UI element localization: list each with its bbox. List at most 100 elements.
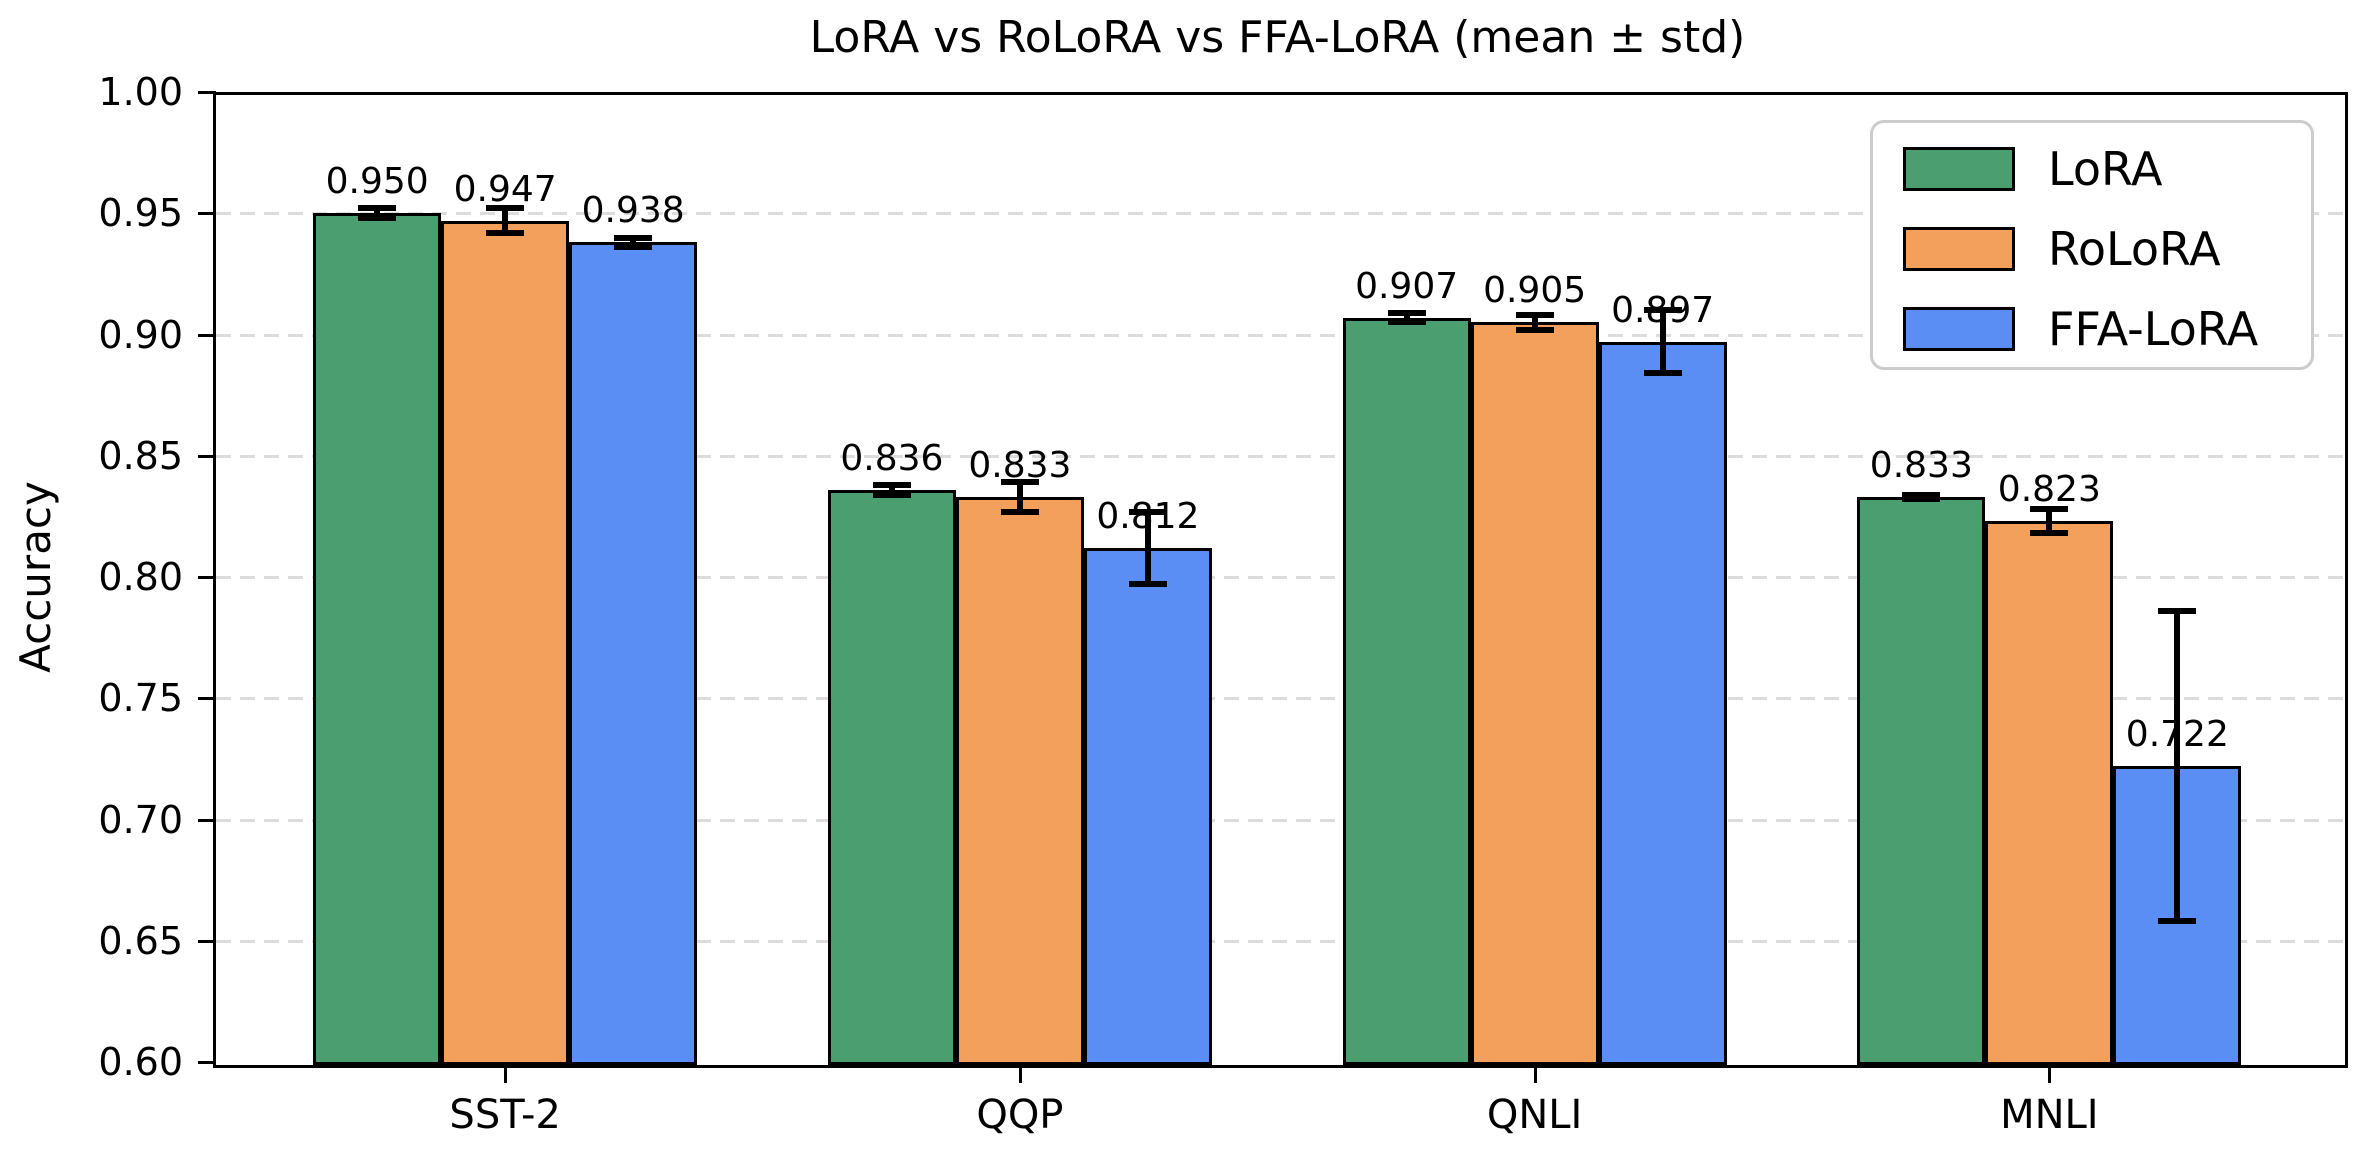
error-cap-top-LoRA-QNLI bbox=[1387, 309, 1426, 316]
error-bar-FFA-LoRA-QQP bbox=[1144, 511, 1151, 585]
bar-RoLoRA-SST-2 bbox=[441, 220, 570, 1065]
error-bar-LoRA-QQP bbox=[888, 484, 895, 495]
y-tick-label-0.85: 0.85 bbox=[98, 433, 183, 478]
legend-label-LoRA: LoRA bbox=[2048, 142, 2163, 196]
error-cap-top-LoRA-MNLI bbox=[1902, 491, 1941, 498]
error-cap-bottom-RoLoRA-QQP bbox=[1000, 508, 1039, 515]
gridline-0.70 bbox=[216, 818, 2345, 822]
bar-RoLoRA-QNLI bbox=[1470, 322, 1599, 1065]
error-cap-bottom-LoRA-QQP bbox=[872, 491, 911, 498]
error-cap-top-LoRA-QQP bbox=[872, 481, 911, 488]
gridline-0.75 bbox=[216, 697, 2345, 701]
legend-label-RoLoRA: RoLoRA bbox=[2048, 222, 2221, 276]
x-tick-label-QQP: QQP bbox=[976, 1092, 1064, 1138]
error-cap-bottom-FFA-LoRA-MNLI bbox=[2158, 918, 2197, 925]
error-bar-LoRA-QNLI bbox=[1403, 312, 1410, 323]
error-cap-bottom-FFA-LoRA-QNLI bbox=[1643, 370, 1682, 377]
error-cap-bottom-RoLoRA-MNLI bbox=[2030, 530, 2069, 537]
y-tick-0.65 bbox=[198, 939, 216, 943]
x-tick-QNLI bbox=[1533, 1065, 1537, 1083]
error-cap-top-FFA-LoRA-QQP bbox=[1128, 508, 1167, 515]
gridline-0.95 bbox=[216, 212, 2345, 216]
error-bar-RoLoRA-QNLI bbox=[1531, 315, 1538, 330]
error-cap-bottom-LoRA-MNLI bbox=[1902, 496, 1941, 503]
gridline-0.85 bbox=[216, 454, 2345, 458]
error-cap-top-RoLoRA-QNLI bbox=[1515, 312, 1554, 319]
value-label-RoLoRA-QQP: 0.833 bbox=[968, 444, 1072, 486]
y-tick-0.85 bbox=[198, 454, 216, 458]
gridline-0.65 bbox=[216, 939, 2345, 943]
bar-LoRA-QNLI bbox=[1342, 317, 1471, 1065]
y-tick-0.60 bbox=[198, 1061, 216, 1064]
value-label-LoRA-SST-2: 0.950 bbox=[325, 161, 429, 203]
y-tick-0.70 bbox=[198, 818, 216, 822]
error-cap-top-FFA-LoRA-QNLI bbox=[1643, 307, 1682, 314]
y-tick-label-0.90: 0.90 bbox=[98, 312, 183, 357]
value-label-LoRA-QNLI: 0.907 bbox=[1355, 265, 1459, 307]
y-tick-label-0.70: 0.70 bbox=[98, 797, 183, 842]
error-cap-bottom-FFA-LoRA-SST-2 bbox=[614, 244, 653, 251]
bar-RoLoRA-MNLI bbox=[1985, 521, 2114, 1065]
chart-title: LoRA vs RoLoRA vs FFA-LoRA (mean ± std) bbox=[809, 12, 1746, 63]
error-bar-FFA-LoRA-QNLI bbox=[1659, 310, 1666, 374]
legend-item-RoLoRA: RoLoRA bbox=[1873, 225, 2311, 273]
y-tick-label-0.80: 0.80 bbox=[98, 555, 183, 599]
x-tick-label-QNLI: QNLI bbox=[1486, 1092, 1583, 1138]
error-bar-RoLoRA-SST-2 bbox=[502, 208, 509, 233]
error-bar-LoRA-SST-2 bbox=[374, 208, 381, 219]
error-cap-bottom-LoRA-SST-2 bbox=[358, 215, 397, 222]
legend: LoRA RoLoRA FFA-LoRA bbox=[1870, 120, 2314, 370]
error-cap-bottom-RoLoRA-SST-2 bbox=[486, 229, 525, 236]
error-bar-FFA-LoRA-MNLI bbox=[2174, 610, 2181, 922]
y-tick-0.80 bbox=[198, 576, 216, 579]
legend-item-LoRA: LoRA bbox=[1873, 145, 2311, 193]
bar-FFA-LoRA-SST-2 bbox=[569, 242, 698, 1065]
y-tick-0.95 bbox=[198, 212, 216, 216]
error-cap-top-FFA-LoRA-MNLI bbox=[2158, 607, 2197, 614]
error-cap-top-RoLoRA-SST-2 bbox=[486, 205, 525, 212]
legend-swatch-FFA-LoRA bbox=[1903, 307, 2015, 351]
error-cap-top-FFA-LoRA-SST-2 bbox=[614, 234, 653, 241]
gridline-0.90 bbox=[216, 333, 2345, 337]
bar-FFA-LoRA-QNLI bbox=[1598, 341, 1727, 1065]
value-label-RoLoRA-SST-2: 0.947 bbox=[453, 168, 557, 210]
legend-swatch-RoLoRA bbox=[1903, 227, 2015, 271]
error-bar-RoLoRA-MNLI bbox=[2046, 509, 2053, 534]
error-bar-RoLoRA-QQP bbox=[1016, 482, 1023, 512]
bar-RoLoRA-QQP bbox=[955, 496, 1084, 1065]
bar-FFA-LoRA-QQP bbox=[1083, 547, 1212, 1065]
y-tick-0.75 bbox=[198, 697, 216, 701]
y-tick-label-0.95: 0.95 bbox=[98, 191, 183, 236]
bar-LoRA-QQP bbox=[827, 489, 956, 1065]
bar-LoRA-MNLI bbox=[1857, 496, 1986, 1065]
error-cap-top-RoLoRA-QQP bbox=[1000, 479, 1039, 486]
legend-label-FFA-LoRA: FFA-LoRA bbox=[2048, 302, 2259, 356]
error-cap-bottom-LoRA-QNLI bbox=[1387, 319, 1426, 326]
bar-LoRA-SST-2 bbox=[313, 213, 442, 1065]
value-label-RoLoRA-QNLI: 0.905 bbox=[1483, 270, 1587, 312]
error-cap-bottom-RoLoRA-QNLI bbox=[1515, 326, 1554, 333]
y-tick-label-0.65: 0.65 bbox=[98, 918, 183, 963]
y-tick-label-0.60: 0.60 bbox=[98, 1040, 183, 1084]
error-cap-top-RoLoRA-MNLI bbox=[2030, 506, 2069, 513]
x-tick-SST-2 bbox=[504, 1065, 508, 1083]
legend-item-FFA-LoRA: FFA-LoRA bbox=[1873, 305, 2311, 353]
value-label-RoLoRA-MNLI: 0.823 bbox=[1997, 469, 2101, 511]
x-tick-label-MNLI: MNLI bbox=[2000, 1092, 2099, 1138]
y-tick-label-0.75: 0.75 bbox=[98, 676, 183, 721]
x-tick-QQP bbox=[1018, 1065, 1022, 1083]
y-tick-0.90 bbox=[198, 333, 216, 337]
error-cap-top-LoRA-SST-2 bbox=[358, 205, 397, 212]
gridline-0.80 bbox=[216, 576, 2345, 579]
y-tick-label-1.00: 1.00 bbox=[98, 70, 183, 114]
error-bar-FFA-LoRA-SST-2 bbox=[630, 237, 637, 248]
legend-swatch-LoRA bbox=[1903, 147, 2015, 191]
value-label-LoRA-QQP: 0.836 bbox=[840, 437, 944, 479]
value-label-LoRA-MNLI: 0.833 bbox=[1869, 444, 1973, 486]
error-cap-bottom-FFA-LoRA-QQP bbox=[1128, 581, 1167, 588]
value-label-FFA-LoRA-SST-2: 0.938 bbox=[581, 190, 685, 232]
x-tick-label-SST-2: SST-2 bbox=[449, 1092, 561, 1138]
y-tick-1.00 bbox=[198, 91, 216, 94]
x-tick-MNLI bbox=[2048, 1065, 2052, 1083]
